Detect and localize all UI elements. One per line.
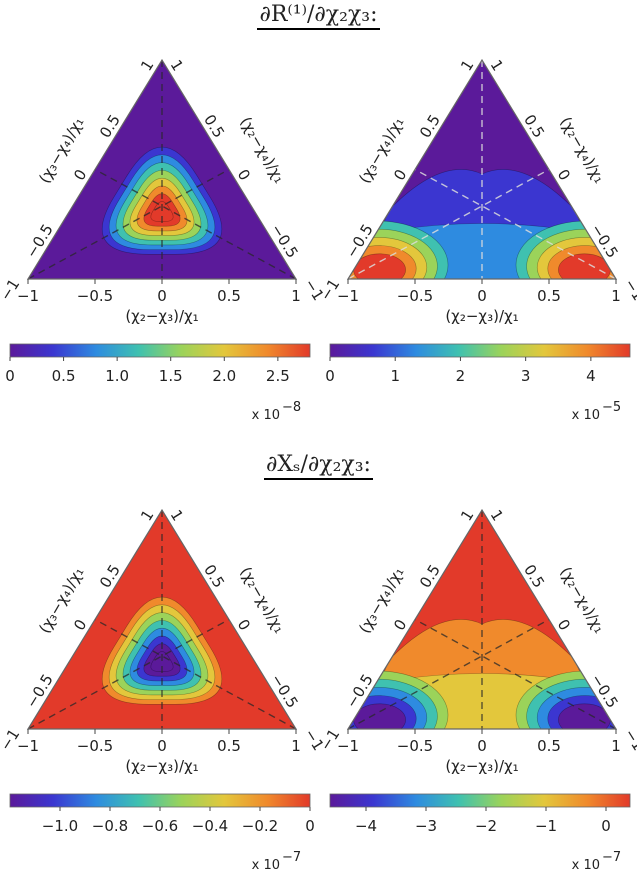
colorbar-exponent: x 10 <box>252 858 280 873</box>
colorbar-exponent: x 10 <box>572 858 600 873</box>
colorbar-tick-label: −0.2 <box>242 817 278 835</box>
colorbar-tick-label: 0.5 <box>52 367 76 385</box>
median-line-2 <box>94 618 297 730</box>
colorbar-tick-label: −1.0 <box>42 817 78 835</box>
ternary-plot-top-right: −1 −0.5 0 0.5 1−1−0.500.51−1−0.500.51(χ₂−χ₃)… <box>316 57 637 423</box>
colorbar-tick-label: −4 <box>355 817 377 835</box>
contour-level-corner-right-4 <box>558 253 611 279</box>
bottom-tick-label: 0.5 <box>537 737 561 755</box>
contour-level-corner-left-4 <box>353 253 406 279</box>
colorbar-tick-label: 3 <box>521 367 531 385</box>
bottom-tick-label: 0 <box>477 737 487 755</box>
colorbar-tick-label: 0 <box>601 817 611 835</box>
colorbar-exponent: x 10 <box>252 408 280 423</box>
ternary-plot-top-left: −1 −0.5 0 0.5 1−1−0.500.51−1−0.500.51(χ₂−χ₃)… <box>0 57 328 423</box>
x-axis-label: (χ₂−χ₃)/χ₁ <box>445 307 518 325</box>
median-line-2 <box>94 168 297 280</box>
right-tick-label: −1 <box>621 726 637 754</box>
section-title-xs-text: ∂Xₛ/∂χ₂χ₃: <box>264 452 373 480</box>
contour-field <box>348 510 616 729</box>
colorbar-tick-label: −0.8 <box>92 817 128 835</box>
colorbar-tick-label: 0 <box>305 817 315 835</box>
colorbar-tick-label: 0 <box>325 367 335 385</box>
bottom-tick-label: 0.5 <box>537 287 561 305</box>
colorbar-exponent-power: −7 <box>282 850 301 865</box>
bottom-tick-label: −1 <box>337 287 359 305</box>
bottom-tick-label: 0 <box>477 287 487 305</box>
bottom-tick-label: −1 <box>17 737 39 755</box>
ternary-plot-bottom-left: −1 −0.5 0 0.5 1−1−0.500.51−1−0.500.51(χ₂−χ₃)… <box>0 507 328 873</box>
bottom-tick-label: 1 <box>611 287 621 305</box>
x-axis-label: (χ₂−χ₃)/χ₁ <box>125 757 198 775</box>
bottom-tick-label: 0 <box>157 287 167 305</box>
bottom-tick-label: 0.5 <box>217 737 241 755</box>
bottom-tick-label: −0.5 <box>77 737 113 755</box>
colorbar-tick-label: 2 <box>456 367 466 385</box>
section-title-r1: ∂R⁽¹⁾/∂χ₂χ₃: <box>0 2 637 30</box>
contour-level-corner-right-4 <box>558 703 611 729</box>
colorbar-tick-label: −1 <box>535 817 557 835</box>
colorbar-tick-label: −0.4 <box>192 817 228 835</box>
colorbar-tick-label: −3 <box>415 817 437 835</box>
colorbar-tick-label: 1.5 <box>159 367 183 385</box>
bottom-tick-label: 1 <box>611 737 621 755</box>
colorbar-exponent-power: −5 <box>602 400 621 415</box>
bottom-tick-label: −1 <box>17 287 39 305</box>
x-axis-label: (χ₂−χ₃)/χ₁ <box>445 757 518 775</box>
bottom-tick-label: 1 <box>291 287 301 305</box>
colorbar-tick-label: −0.6 <box>142 817 178 835</box>
section-title-xs: ∂Xₛ/∂χ₂χ₃: <box>0 452 637 480</box>
right-tick-label: −1 <box>621 276 637 304</box>
colorbar-tick-label: 2.5 <box>266 367 290 385</box>
contour-field <box>348 60 616 279</box>
median-line-1 <box>347 168 550 280</box>
contour-level-corner-left-4 <box>353 703 406 729</box>
colorbar <box>329 343 631 358</box>
bottom-tick-label: −1 <box>337 737 359 755</box>
colorbar <box>9 793 311 808</box>
colorbar-exponent-power: −8 <box>282 400 301 415</box>
median-line-1 <box>27 618 230 730</box>
bottom-tick-label: 0.5 <box>217 287 241 305</box>
x-axis-label: (χ₂−χ₃)/χ₁ <box>125 307 198 325</box>
bottom-tick-label: 0 <box>157 737 167 755</box>
colorbar-exponent-power: −7 <box>602 850 621 865</box>
bottom-tick-label: 1 <box>291 737 301 755</box>
colorbar <box>329 793 631 808</box>
colorbar <box>9 343 311 358</box>
median-line-1 <box>347 618 550 730</box>
colorbar-tick-label: 1 <box>390 367 400 385</box>
section-title-r1-text: ∂R⁽¹⁾/∂χ₂χ₃: <box>257 2 380 30</box>
colorbar-tick-label: 1.0 <box>105 367 129 385</box>
median-line-2 <box>414 168 617 280</box>
colorbar-tick-label: 4 <box>586 367 596 385</box>
contour-level-7 <box>150 651 174 672</box>
ternary-plot-bottom-right: −1 −0.5 0 0.5 1−1−0.500.51−1−0.500.51(χ₂−χ₃)… <box>316 507 637 873</box>
bottom-tick-label: −0.5 <box>397 737 433 755</box>
colorbar-tick-label: 0 <box>5 367 15 385</box>
median-line-2 <box>414 618 617 730</box>
colorbar-tick-label: 2.0 <box>212 367 236 385</box>
colorbar-tick-label: −2 <box>475 817 497 835</box>
bottom-tick-label: −0.5 <box>77 287 113 305</box>
bottom-tick-label: −0.5 <box>397 287 433 305</box>
contour-level-7 <box>150 201 174 222</box>
colorbar-exponent: x 10 <box>572 408 600 423</box>
median-line-1 <box>27 168 230 280</box>
